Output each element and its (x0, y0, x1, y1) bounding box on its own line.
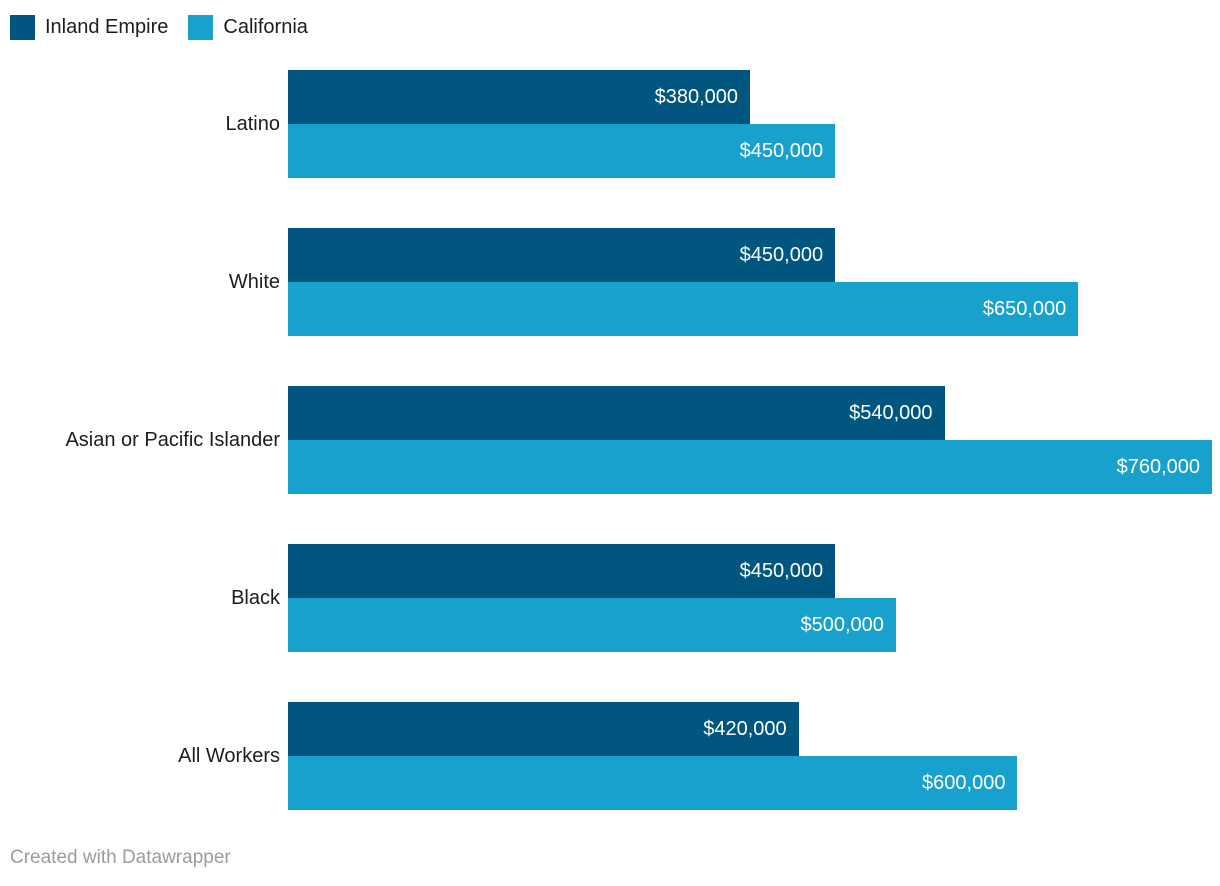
bar-group: Latino $380,000 $450,000 (0, 70, 1220, 178)
category-label: All Workers (178, 744, 280, 767)
bar-california: $500,000 (288, 598, 896, 652)
legend-label: California (223, 16, 308, 38)
category-label: Black (231, 586, 280, 609)
bar-value-label: $600,000 (922, 771, 1006, 794)
legend-item-california: California (188, 15, 308, 40)
bar-value-label: $500,000 (800, 613, 884, 636)
bar-value-label: $540,000 (849, 401, 933, 424)
bar-inland-empire: $450,000 (288, 544, 836, 598)
legend: Inland Empire California (10, 15, 328, 40)
bar-chart: Latino $380,000 $450,000 White $450,000 $650,… (0, 70, 1220, 810)
bar-value-label: $450,000 (739, 243, 824, 266)
bar-value-label: $450,000 (739, 559, 824, 582)
bar-inland-empire: $450,000 (288, 228, 836, 282)
bar-pair: $450,000 $500,000 (288, 544, 1212, 652)
category-label: Asian or Pacific Islander (65, 428, 280, 451)
bar-california: $650,000 (288, 282, 1079, 336)
bar-value-label: $420,000 (703, 717, 787, 740)
bar-inland-empire: $540,000 (288, 386, 945, 440)
bar-inland-empire: $420,000 (288, 702, 799, 756)
datawrapper-credit: Created with Datawrapper (10, 847, 231, 868)
bar-value-label: $450,000 (739, 139, 824, 162)
bar-inland-empire: $380,000 (288, 70, 750, 124)
legend-swatch-icon (188, 15, 214, 40)
bar-value-label: $760,000 (1116, 455, 1200, 478)
bar-california: $600,000 (288, 756, 1018, 810)
legend-swatch-icon (10, 15, 35, 40)
bar-pair: $540,000 $760,000 (288, 386, 1212, 494)
bar-california: $450,000 (288, 124, 836, 178)
bar-group: Asian or Pacific Islander $540,000 $760,00… (0, 386, 1220, 494)
category-label: Latino (225, 112, 281, 135)
bar-california: $760,000 (288, 440, 1212, 494)
bar-value-label: $650,000 (982, 297, 1067, 320)
bar-pair: $450,000 $650,000 (288, 228, 1212, 336)
bar-value-label: $380,000 (654, 85, 738, 108)
bar-group: All Workers $420,000 $600,000 (0, 702, 1220, 810)
bar-pair: $380,000 $450,000 (288, 70, 1212, 178)
category-label: White (228, 270, 280, 293)
legend-item-inland-empire: Inland Empire (10, 15, 168, 40)
bar-pair: $420,000 $600,000 (288, 702, 1212, 810)
legend-label: Inland Empire (45, 16, 169, 38)
bar-group: White $450,000 $650,000 (0, 228, 1220, 336)
bar-group: Black $450,000 $500,000 (0, 544, 1220, 652)
